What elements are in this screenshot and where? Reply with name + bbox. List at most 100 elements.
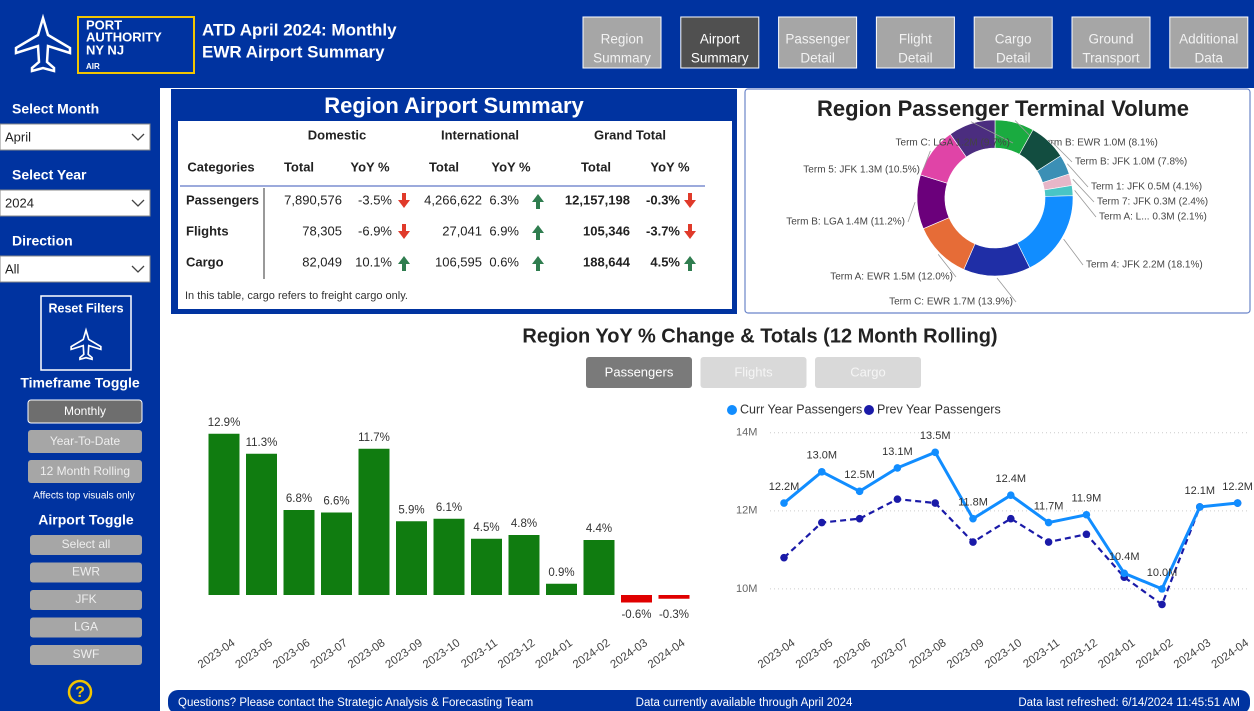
column-header: Total bbox=[581, 159, 611, 174]
airport-button[interactable] bbox=[30, 562, 142, 583]
nav-tab[interactable] bbox=[875, 16, 955, 69]
nav-tab[interactable] bbox=[1169, 16, 1249, 69]
up-arrow bbox=[532, 225, 544, 240]
donut-label: Term 1: JFK 0.5M (4.1%) bbox=[1091, 182, 1202, 193]
footer-text: Data last refreshed: 6/14/2024 11:45:51 … bbox=[1018, 697, 1240, 709]
down-arrow bbox=[398, 193, 410, 208]
metric-label: Passengers bbox=[605, 364, 674, 379]
bar-value-label: 4.4% bbox=[586, 523, 612, 535]
leader-line bbox=[1074, 190, 1097, 218]
bar-value-label: 6.6% bbox=[323, 496, 349, 508]
point-value-label: 10.4M bbox=[1109, 551, 1140, 563]
logo-text: NY NJ bbox=[86, 42, 124, 57]
metric-button[interactable] bbox=[815, 357, 921, 388]
dropdown-chevron bbox=[131, 265, 145, 273]
nav-tab-label: Data bbox=[1195, 51, 1224, 66]
x-tick-label: 2023-04 bbox=[196, 637, 238, 671]
nav-tab-label: Summary bbox=[691, 51, 749, 66]
nav-tab-label: Detail bbox=[800, 51, 835, 66]
x-tick-label: 2024-04 bbox=[646, 637, 688, 671]
x-tick-label: 2024-01 bbox=[1096, 637, 1137, 671]
column-header: Categories bbox=[187, 159, 254, 174]
logo-text: AUTHORITY bbox=[86, 29, 162, 44]
x-tick-label: 2023-05 bbox=[233, 637, 274, 671]
reset-button[interactable] bbox=[40, 295, 132, 371]
leader-line bbox=[1063, 238, 1084, 266]
series-point bbox=[1158, 585, 1166, 593]
nav-tab[interactable] bbox=[1071, 16, 1151, 69]
y-tick-label: 12M bbox=[736, 505, 757, 517]
dropdown[interactable] bbox=[0, 255, 151, 283]
nav-tab[interactable] bbox=[582, 16, 662, 69]
table-cell: -3.7% bbox=[646, 223, 680, 238]
toggle-button[interactable] bbox=[28, 430, 142, 453]
nav-tab[interactable] bbox=[778, 16, 858, 69]
column-header: YoY % bbox=[350, 159, 390, 174]
toggle-button[interactable] bbox=[28, 460, 142, 483]
nav-tab-label: Detail bbox=[898, 51, 933, 66]
donut-label: Term B: EWR 1.0M (8.1%) bbox=[1040, 138, 1158, 149]
toggle-button[interactable] bbox=[27, 399, 143, 424]
series-point bbox=[1158, 600, 1166, 609]
x-tick-label: 2024-04 bbox=[1210, 637, 1252, 671]
series-point bbox=[855, 514, 864, 523]
series-point bbox=[855, 487, 864, 496]
donut-label: Term B: LGA 1.4M (11.2%) bbox=[786, 217, 905, 228]
series-point bbox=[818, 518, 826, 527]
dropdown[interactable] bbox=[0, 123, 151, 151]
series-point bbox=[893, 495, 902, 503]
section-label: Airport Toggle bbox=[38, 512, 134, 528]
legend-label: Curr Year Passengers bbox=[740, 402, 862, 416]
table-cell: 6.9% bbox=[489, 223, 519, 238]
filter-label: Select Year bbox=[12, 167, 87, 183]
metric-button[interactable] bbox=[586, 357, 692, 388]
airport-button[interactable] bbox=[30, 590, 142, 610]
nav-tab[interactable] bbox=[973, 16, 1053, 69]
up-arrow bbox=[398, 256, 410, 271]
metric-button[interactable] bbox=[700, 357, 807, 388]
point-value-label: 12.1M bbox=[1185, 485, 1216, 497]
help-icon[interactable] bbox=[67, 679, 93, 705]
bar bbox=[471, 538, 502, 595]
x-tick-label: 2024-02 bbox=[1134, 637, 1175, 671]
x-tick-label: 2023-06 bbox=[271, 637, 312, 671]
bar bbox=[208, 433, 240, 595]
table-cell: -0.3% bbox=[646, 192, 680, 207]
table-cell: 6.3% bbox=[489, 192, 519, 207]
donut-label: Term C: LGA 1.2M (9.7%) bbox=[896, 138, 1010, 149]
table-cell: 12,157,198 bbox=[565, 192, 630, 207]
airport-button[interactable] bbox=[30, 645, 142, 665]
table-cell: 27,041 bbox=[442, 223, 482, 238]
nav-tab-label: Detail bbox=[996, 51, 1031, 66]
logo-plane bbox=[14, 13, 72, 73]
row-label: Cargo bbox=[186, 254, 224, 269]
x-tick-label: 2024-01 bbox=[533, 637, 574, 671]
logo-text: AIR bbox=[86, 62, 100, 71]
reset-icon bbox=[70, 327, 102, 361]
bar bbox=[396, 521, 427, 595]
bar-value-label: -0.3% bbox=[659, 609, 689, 621]
column-header: Total bbox=[284, 159, 314, 174]
x-tick-label: 2023-04 bbox=[756, 637, 798, 671]
airport-button[interactable] bbox=[30, 535, 142, 555]
bar-value-label: 11.3% bbox=[246, 437, 278, 449]
group-header: Domestic bbox=[308, 127, 367, 142]
series-point bbox=[818, 468, 826, 476]
up-arrow bbox=[684, 256, 696, 271]
x-tick-label: 2023-09 bbox=[945, 637, 986, 671]
y-tick-label: 10M bbox=[736, 583, 757, 595]
bar bbox=[358, 448, 390, 595]
airport-button[interactable] bbox=[30, 617, 142, 638]
nav-tab[interactable] bbox=[680, 16, 760, 69]
filter-label: Select Month bbox=[12, 101, 99, 117]
point-value-label: 12.4M bbox=[996, 473, 1027, 485]
series-point bbox=[780, 499, 788, 507]
series-point bbox=[1082, 510, 1091, 519]
donut-label: Term A: L... 0.3M (2.1%) bbox=[1099, 212, 1207, 223]
nav-tab-label: Passenger bbox=[785, 32, 850, 47]
bar bbox=[658, 595, 690, 599]
nav-tab-label: Summary bbox=[593, 51, 651, 66]
x-tick-label: 2023-08 bbox=[346, 637, 387, 671]
dropdown[interactable] bbox=[0, 189, 151, 217]
